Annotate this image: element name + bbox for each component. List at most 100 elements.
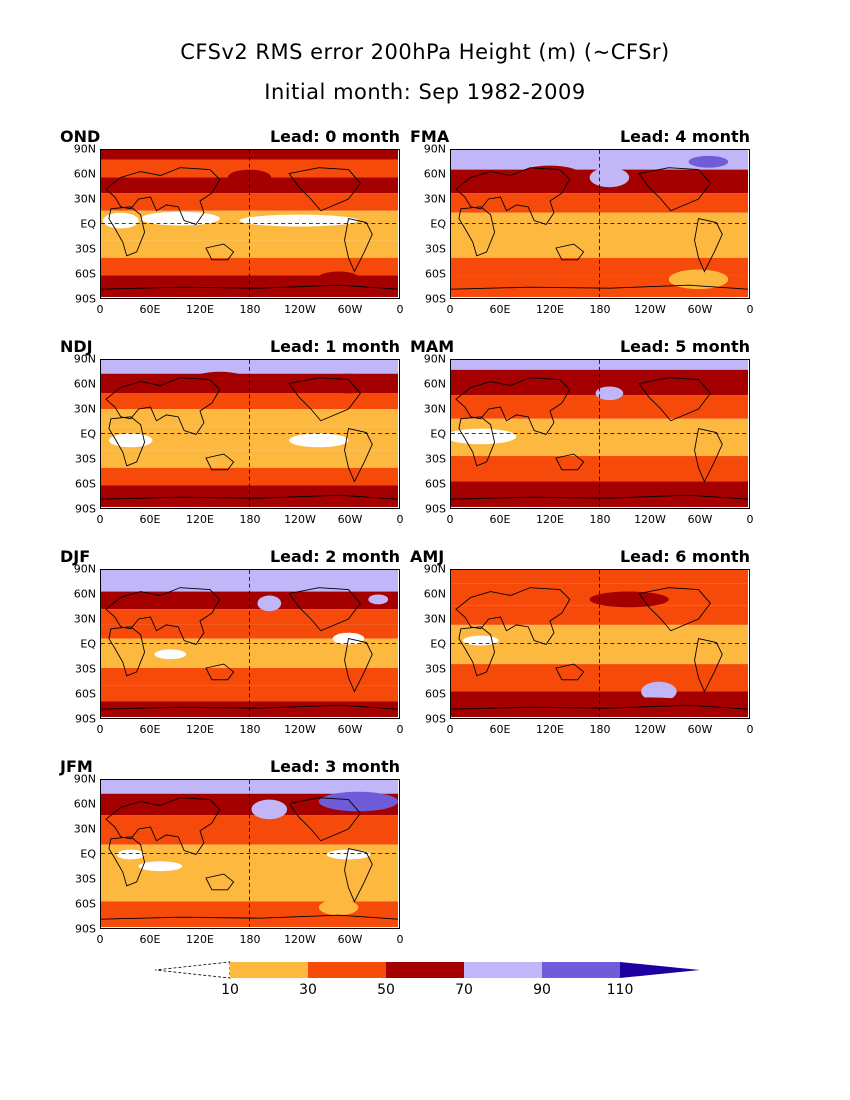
lon-tick-label: 120W xyxy=(634,303,666,316)
contour-band xyxy=(101,485,398,507)
lat-tick-label: 30N xyxy=(423,612,446,626)
contour-band xyxy=(451,605,748,625)
contour-band xyxy=(101,159,398,178)
map-panel-djf: DJF Lead: 2 month 90N 60N 30N EQ 30S 60S 90S 0 60E… xyxy=(60,547,404,755)
rms-error-map xyxy=(450,569,750,719)
lat-tick-label: 90S xyxy=(75,922,96,936)
panel-lead-label: Lead: 1 month xyxy=(269,337,400,356)
lat-tick-label: 90N xyxy=(73,352,96,366)
lat-tick-label: 30N xyxy=(73,822,96,836)
lon-tick-label: 60W xyxy=(337,303,363,316)
lat-tick-label: 90N xyxy=(423,562,446,576)
rms-error-map xyxy=(450,149,750,299)
coastline xyxy=(694,428,723,483)
contour-band xyxy=(451,360,748,370)
map-panel-fma: FMA Lead: 4 month 90N 60N 30N EQ 30S 60S 90S 0 60E… xyxy=(410,127,754,335)
lon-tick-label: 60E xyxy=(139,303,161,316)
lat-tick-label: 60S xyxy=(425,687,446,701)
coastline xyxy=(344,428,373,483)
map-panel-jfm: JFM Lead: 3 month 90N 60N 30N EQ 30S 60S 90S 0 60E… xyxy=(60,757,404,965)
lat-tick-label: 30S xyxy=(425,452,446,466)
coastline xyxy=(555,243,585,261)
contour-band xyxy=(101,624,398,639)
contour-band xyxy=(101,467,398,486)
map-panel-mam: MAM Lead: 5 month 90N 60N 30N EQ 30S 60S 90S 0 60E… xyxy=(410,337,754,545)
colorbar-swatch xyxy=(230,962,308,978)
lon-tick-label: 120E xyxy=(536,723,564,736)
lon-tick-label: 0 xyxy=(96,723,104,736)
contour-region xyxy=(318,271,359,284)
lat-tick-label: 30S xyxy=(425,662,446,676)
lat-tick-label: 60N xyxy=(423,167,446,181)
lat-tick-label: EQ xyxy=(80,217,96,231)
lon-tick-label: 0 xyxy=(746,723,754,736)
lat-tick-label: 60N xyxy=(423,377,446,391)
lat-tick-label: 90N xyxy=(423,142,446,156)
colorbar-swatches xyxy=(154,961,700,979)
lon-tick-label: 120W xyxy=(284,513,316,526)
contour-region xyxy=(318,373,379,394)
panel-lead-label: Lead: 0 month xyxy=(269,127,400,146)
panel-lead-label: Lead: 4 month xyxy=(619,127,750,146)
coastline xyxy=(555,663,585,681)
lat-tick-label: 90S xyxy=(425,712,446,726)
lat-tick-label: 60S xyxy=(75,267,96,281)
lon-tick-label: 120W xyxy=(634,513,666,526)
contour-band xyxy=(101,150,398,160)
contour-band xyxy=(101,257,398,276)
coastline xyxy=(451,704,748,710)
coastline xyxy=(288,797,361,842)
coastline xyxy=(455,377,571,436)
contour-band xyxy=(101,360,398,374)
contour-region xyxy=(595,386,624,401)
coastline xyxy=(288,167,361,212)
contour-region xyxy=(688,155,729,168)
colorbar-label: 90 xyxy=(533,982,551,998)
lon-tick-label: 0 xyxy=(96,933,104,946)
lon-tick-label: 180 xyxy=(239,513,261,526)
coastline xyxy=(638,587,711,632)
panel-season-label: DJF xyxy=(60,547,91,566)
contour-region xyxy=(154,649,187,660)
colorbar-label: 70 xyxy=(455,982,473,998)
lat-tick-label: 60N xyxy=(73,377,96,391)
coastline xyxy=(451,284,748,290)
panel-season-label: AMJ xyxy=(410,547,445,566)
contour-region xyxy=(289,433,349,448)
lon-tick-label: 60W xyxy=(337,513,363,526)
map-panel-ndj: NDJ Lead: 1 month 90N 60N 30N EQ 30S 60S 90S 0 60E… xyxy=(60,337,404,545)
contour-band xyxy=(101,780,398,794)
lon-tick-label: 180 xyxy=(589,513,611,526)
panel-lead-label: Lead: 5 month xyxy=(619,337,750,356)
coastline xyxy=(344,848,373,903)
colorbar-right-extension xyxy=(620,962,700,978)
lat-tick-label: 60N xyxy=(73,167,96,181)
lat-tick-label: 90S xyxy=(425,292,446,306)
lon-tick-label: 180 xyxy=(239,723,261,736)
contour-region xyxy=(318,899,359,916)
lat-tick-label: 90N xyxy=(73,772,96,786)
contour-region xyxy=(108,433,153,448)
lat-tick-label: 60S xyxy=(425,267,446,281)
colorbar: 10 30 50 70 90 110 xyxy=(150,960,710,1000)
lon-tick-label: 0 xyxy=(396,723,404,736)
lat-tick-label: 30N xyxy=(423,192,446,206)
panel-season-label: NDJ xyxy=(60,337,93,356)
contour-band xyxy=(101,668,398,686)
colorbar-swatch xyxy=(542,962,620,978)
panel-lead-label: Lead: 3 month xyxy=(269,757,400,776)
panel-season-label: MAM xyxy=(410,337,455,356)
lat-tick-label: 30N xyxy=(73,612,96,626)
map-panel-ond: OND Lead: 0 month 90N 60N 30N EQ 30S 60S 90S 0 60E… xyxy=(60,127,404,335)
lat-tick-label: EQ xyxy=(80,847,96,861)
lon-tick-label: 120W xyxy=(634,723,666,736)
lat-tick-label: 60S xyxy=(75,477,96,491)
coastline xyxy=(105,167,221,226)
panel-season-label: FMA xyxy=(410,127,450,146)
lon-tick-label: 0 xyxy=(446,303,454,316)
coastline xyxy=(344,638,373,693)
rms-error-map xyxy=(450,359,750,509)
coastline xyxy=(105,587,221,646)
lon-tick-label: 120E xyxy=(186,723,214,736)
rms-error-map xyxy=(100,569,400,719)
